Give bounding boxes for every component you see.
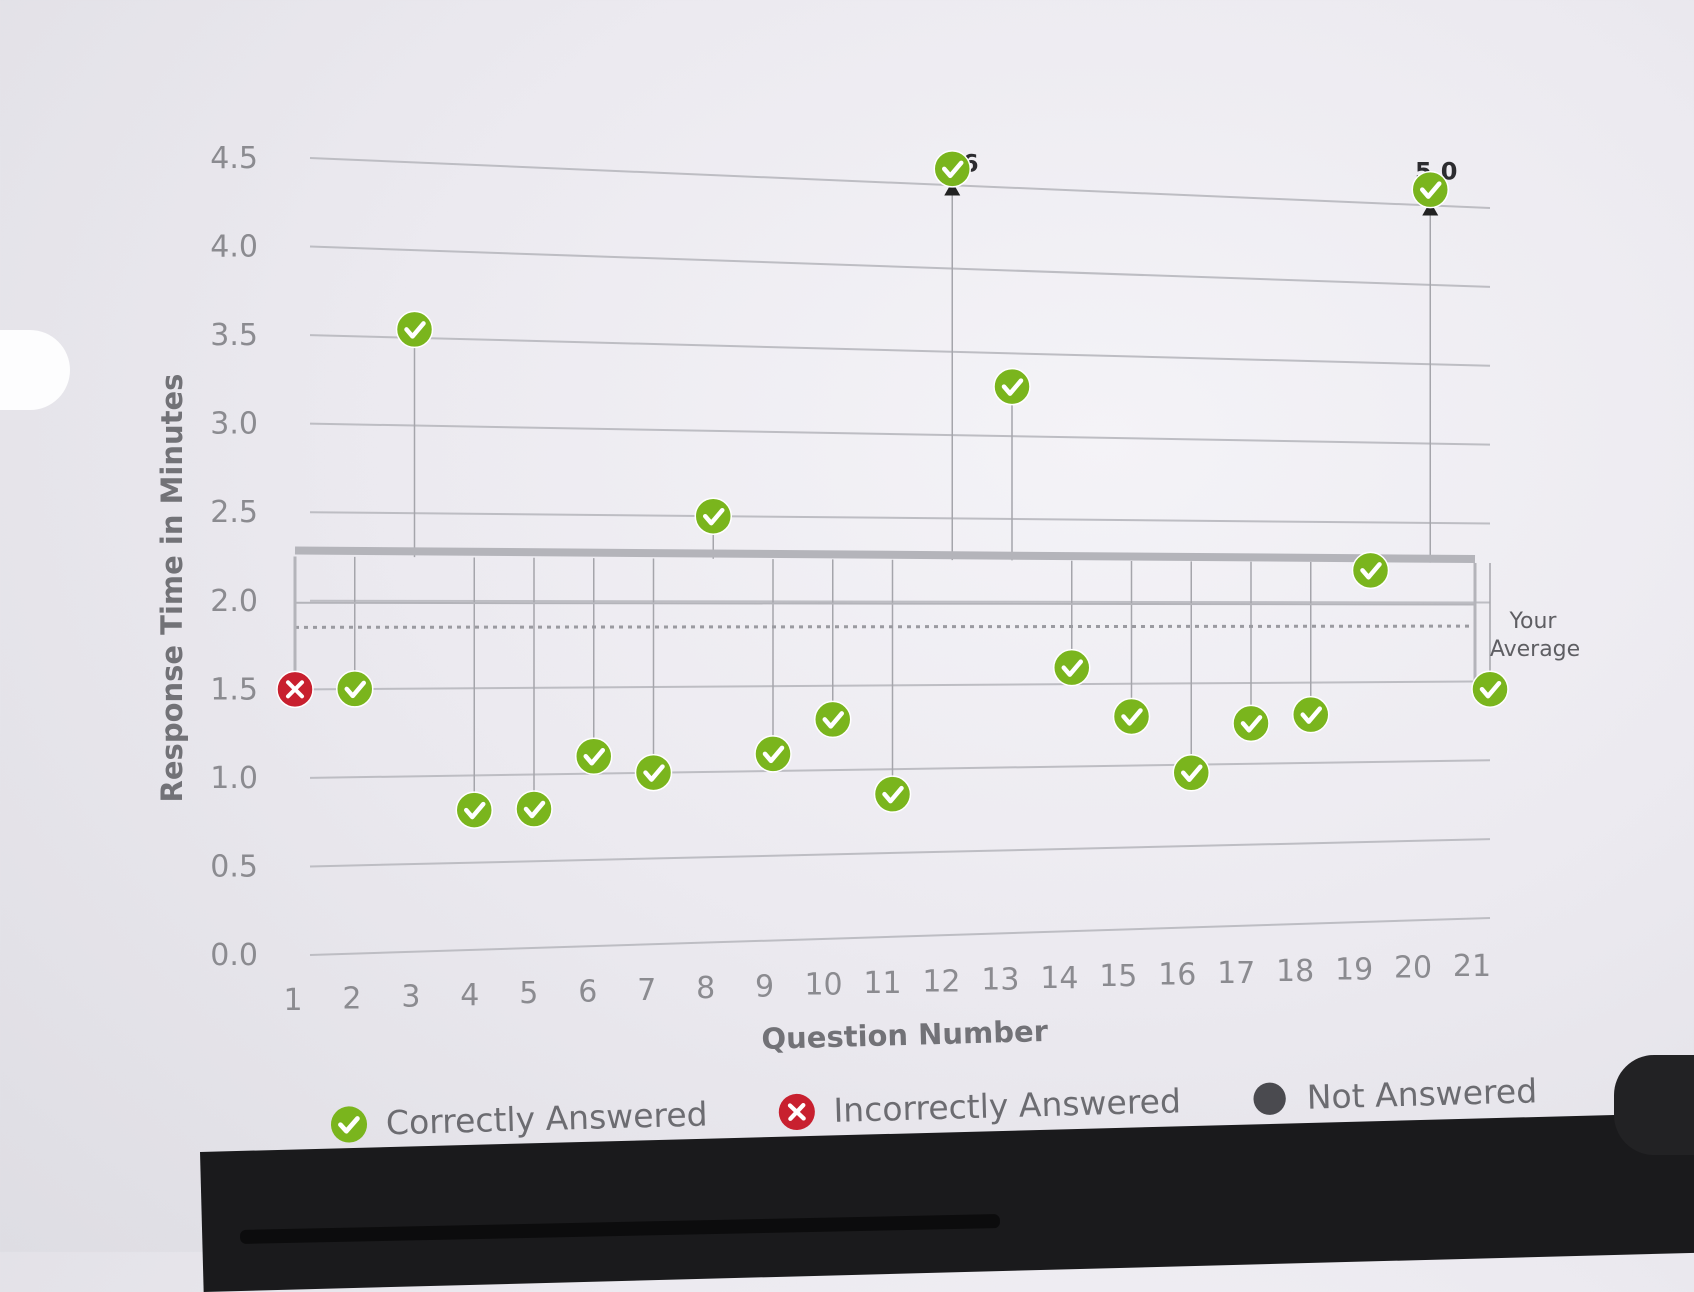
- check-circle-icon[interactable]: [933, 150, 971, 188]
- check-circle-icon[interactable]: [395, 310, 434, 349]
- x-tick-label: 21: [1453, 949, 1491, 984]
- x-tick-label: 5: [519, 976, 538, 1011]
- x-axis-title: Question Number: [761, 1014, 1049, 1056]
- x-tick-label: 20: [1394, 951, 1432, 986]
- check-circle-icon[interactable]: [1292, 695, 1330, 734]
- gridline: [309, 917, 1491, 956]
- average-band-mid: [294, 601, 1476, 606]
- y-tick-label: 0.0: [210, 938, 258, 973]
- grid-lines: [309, 157, 1491, 956]
- x-tick-label: 7: [637, 973, 656, 1008]
- check-circle-icon[interactable]: [1053, 648, 1091, 687]
- x-tick-label: 17: [1217, 956, 1255, 991]
- y-tick-label: 1.5: [210, 672, 258, 707]
- gridline: [309, 157, 1491, 209]
- x-tick-label: 8: [696, 971, 715, 1006]
- check-circle-icon[interactable]: [575, 737, 613, 775]
- x-tick-label: 11: [863, 966, 901, 1001]
- check-circle-icon[interactable]: [515, 790, 553, 828]
- check-circle-icon[interactable]: [1112, 697, 1151, 736]
- check-circle-icon[interactable]: [754, 735, 792, 773]
- x-tick-label: 1: [283, 983, 302, 1018]
- y-axis-ticks: 0.0 0.5 1.0 1.5 2.0 2.5 3.0 3.5 4.0 4.5: [210, 141, 258, 973]
- x-tick-label: 13: [981, 963, 1019, 998]
- check-circle-icon[interactable]: [1471, 670, 1509, 708]
- y-tick-label: 4.0: [210, 230, 258, 265]
- gridline: [309, 838, 1491, 868]
- check-circle-icon[interactable]: [634, 753, 673, 792]
- x-tick-label: 9: [755, 969, 774, 1004]
- gridline: [309, 599, 1491, 604]
- x-tick-label: 14: [1040, 961, 1078, 996]
- y-tick-label: 4.5: [210, 141, 258, 176]
- check-circle-icon[interactable]: [1351, 551, 1390, 590]
- y-tick-label: 0.5: [210, 849, 258, 884]
- gridline: [309, 334, 1491, 367]
- gridline: [309, 422, 1491, 446]
- y-tick-label: 3.5: [210, 318, 258, 353]
- check-circle-icon[interactable]: [873, 775, 912, 813]
- check-circle-icon[interactable]: [814, 700, 852, 739]
- average-band-top: [294, 546, 1476, 563]
- check-circle-icon[interactable]: [1411, 170, 1449, 209]
- x-tick-label: 16: [1158, 958, 1196, 993]
- check-circle-icon[interactable]: [993, 367, 1031, 406]
- check-circle-icon[interactable]: [694, 497, 732, 535]
- x-tick-label: 19: [1335, 952, 1373, 987]
- data-points: 6 5.0: [276, 150, 1509, 829]
- average-label-line2: Average: [1490, 637, 1580, 662]
- x-circle-icon[interactable]: [276, 670, 314, 709]
- x-tick-label: 10: [804, 968, 842, 1003]
- x-tick-label: 3: [401, 980, 420, 1015]
- x-tick-label: 4: [460, 978, 479, 1013]
- y-tick-label: 2.0: [210, 584, 258, 619]
- check-circle-icon[interactable]: [1172, 754, 1210, 792]
- x-circle-icon: [778, 1093, 815, 1130]
- legend-item-incorrect: Incorrectly Answered: [777, 1081, 1181, 1131]
- overflow-arrow-icon: [944, 181, 961, 196]
- check-circle-icon[interactable]: [336, 670, 374, 708]
- overflow-arrow-icon: [1422, 201, 1439, 216]
- x-tick-label: 18: [1276, 954, 1314, 989]
- y-tick-label: 3.0: [210, 407, 258, 442]
- average-line: [294, 624, 1476, 629]
- x-tick-label: 2: [342, 981, 361, 1016]
- y-tick-label: 1.0: [210, 761, 258, 796]
- legend-item-not-answered: Not Answered: [1250, 1071, 1538, 1118]
- floating-action-button[interactable]: [1614, 1055, 1694, 1155]
- check-circle-icon[interactable]: [455, 791, 493, 829]
- gray-dot-icon: [1253, 1082, 1286, 1115]
- drop-lines: [354, 168, 1491, 811]
- average-band: [293, 546, 1477, 690]
- legend: Correctly Answered Incorrectly Answered …: [329, 1071, 1538, 1144]
- check-circle-icon[interactable]: [1232, 704, 1270, 743]
- legend-item-correct: Correctly Answered: [329, 1094, 708, 1144]
- x-tick-label: 12: [922, 964, 960, 999]
- legend-label-not-answered: Not Answered: [1306, 1071, 1538, 1117]
- screen-glare: [0, 330, 70, 410]
- y-axis-title: Response Time in Minutes: [155, 374, 189, 803]
- x-tick-label: 6: [578, 975, 597, 1010]
- y-tick-label: 2.5: [210, 495, 258, 530]
- check-circle-icon: [330, 1105, 368, 1143]
- gridline: [309, 759, 1491, 779]
- x-axis-ticks: 1 2 3 4 5 6 7 8 9 10 11 12 13 14 15 16 17 18 19 20 21: [283, 949, 1491, 1018]
- average-label-line1: Your: [1509, 609, 1558, 634]
- gridline: [309, 680, 1491, 691]
- gridline: [309, 245, 1491, 288]
- gridline: [309, 511, 1491, 525]
- x-tick-label: 15: [1099, 959, 1137, 994]
